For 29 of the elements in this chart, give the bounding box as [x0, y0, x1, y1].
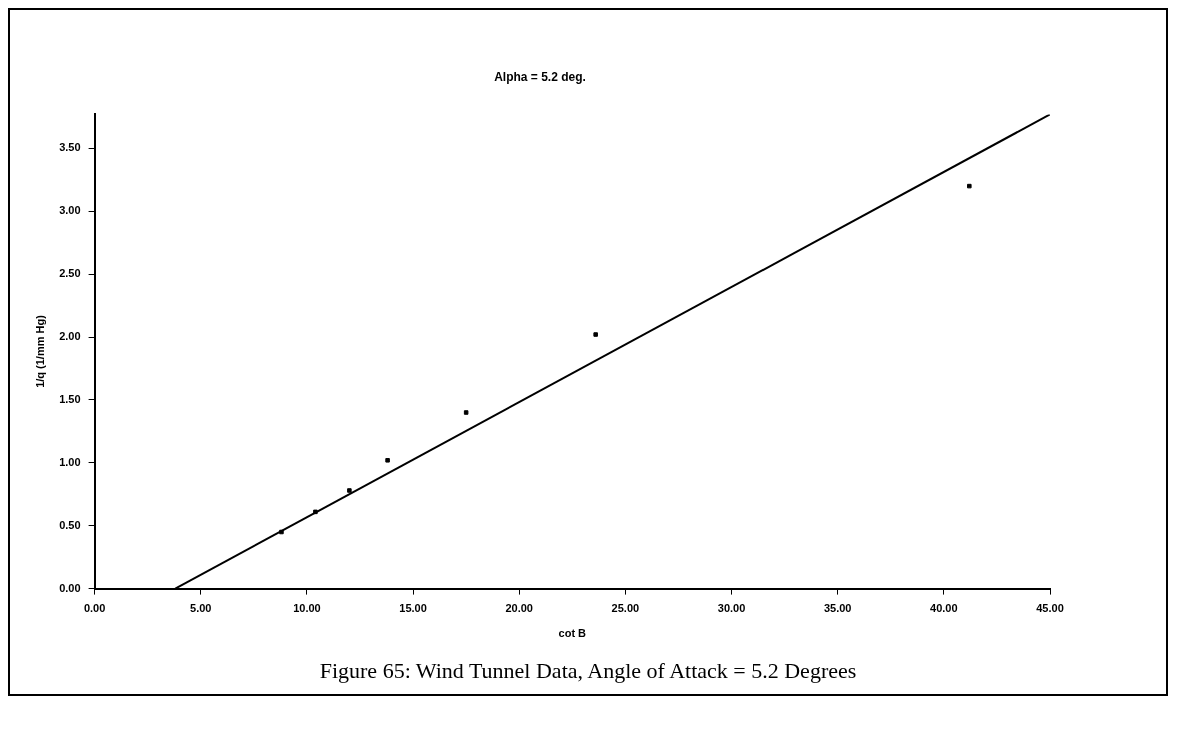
x-tick-label: 20.00 [505, 602, 533, 615]
caption: Figure 65: Wind Tunnel Data, Angle of Attack = 5.2 Degrees [318, 657, 858, 685]
x-tick-label: 35.00 [823, 602, 852, 615]
x-tick-label: 15.00 [399, 602, 427, 615]
x-tick-label: 25.00 [611, 602, 640, 615]
y-tick-label: 3.00 [59, 204, 81, 217]
y-tick-label: 3.50 [59, 141, 81, 154]
x-tick-label: 0.00 [83, 602, 106, 615]
point [967, 183, 972, 189]
point [463, 410, 469, 415]
x-tick-label: 5.00 [190, 602, 212, 615]
y-axis-title: 1/q (1/mm Hg) [33, 314, 46, 388]
x-axis-title: cot B [558, 627, 587, 640]
x-tick-label: 10.00 [293, 602, 321, 615]
x-tick-label: 40.00 [930, 602, 958, 615]
y-tick-label: 2.50 [59, 267, 81, 280]
point [347, 488, 352, 493]
y-tick-label: 2.00 [59, 330, 81, 343]
point [279, 529, 284, 535]
chart-title: Alpha = 5.2 deg. [494, 69, 586, 84]
point [593, 332, 598, 337]
y-tick-label: 1.50 [59, 392, 81, 405]
x-tick-label: 45.00 [1036, 602, 1064, 615]
y-tick-label: 0.50 [59, 518, 81, 531]
y-tick-label: 1.00 [59, 455, 81, 468]
y-tick-label: 0.00 [59, 581, 81, 594]
point [313, 509, 318, 515]
x-tick-label: 30.00 [717, 602, 746, 615]
point [385, 458, 390, 463]
